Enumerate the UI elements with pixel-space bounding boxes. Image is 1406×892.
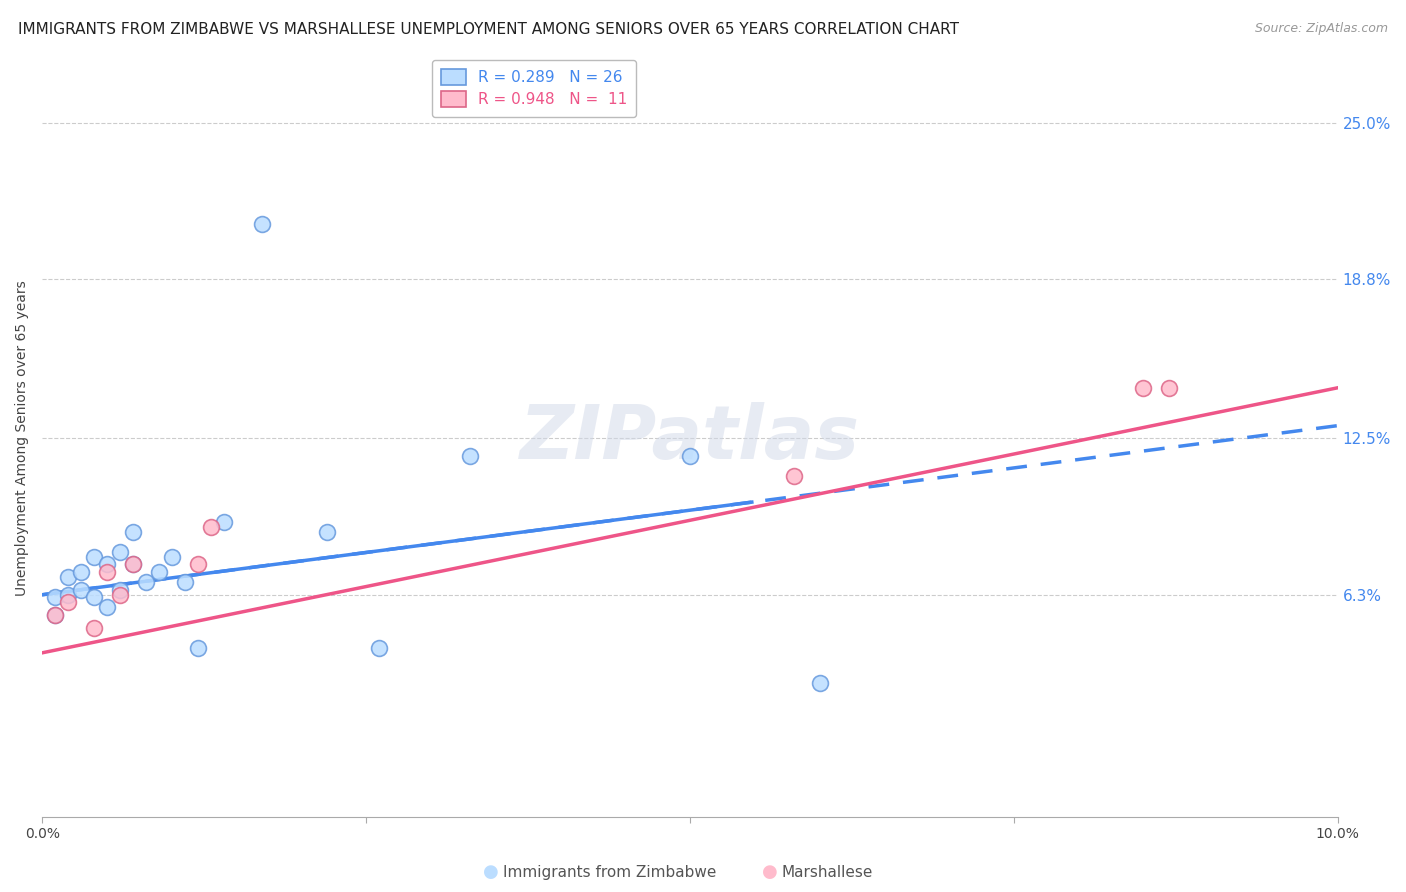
Point [44,607,66,622]
Point [108,545,131,559]
Point [679,449,702,463]
Point [458,449,481,463]
Legend: R = 0.289   N = 26, R = 0.948   N =  11: R = 0.289 N = 26, R = 0.948 N = 11 [432,60,637,117]
Text: Source: ZipAtlas.com: Source: ZipAtlas.com [1254,22,1388,36]
Point [56,595,79,609]
Point [44,591,66,605]
Point [83,549,105,564]
Point [316,524,339,539]
Text: Immigrants from Zimbabwe: Immigrants from Zimbabwe [503,865,717,880]
Point [96,565,118,579]
Point [122,524,145,539]
Point [187,558,209,572]
Point [160,549,183,564]
Point [108,582,131,597]
Point [1132,381,1154,395]
Text: Marshallese: Marshallese [782,865,873,880]
Point [187,640,209,655]
Text: ZIPatlas: ZIPatlas [520,401,860,475]
Point [122,558,145,572]
Point [782,469,804,483]
Point [83,621,105,635]
Text: IMMIGRANTS FROM ZIMBABWE VS MARSHALLESE UNEMPLOYMENT AMONG SENIORS OVER 65 YEARS: IMMIGRANTS FROM ZIMBABWE VS MARSHALLESE … [18,22,959,37]
Point [1159,381,1181,395]
Point [122,558,145,572]
Text: ●: ● [484,863,499,881]
Point [56,570,79,584]
Point [96,600,118,615]
Point [808,676,831,690]
Point [44,607,66,622]
Y-axis label: Unemployment Among Seniors over 65 years: Unemployment Among Seniors over 65 years [15,280,30,596]
Point [96,558,118,572]
Point [173,575,195,590]
Point [83,591,105,605]
Point [108,588,131,602]
Point [368,640,391,655]
Point [56,588,79,602]
Point [70,565,93,579]
Text: ●: ● [762,863,778,881]
Point [212,515,235,529]
Point [200,519,222,533]
Point [148,565,170,579]
Point [135,575,157,590]
Point [252,217,274,231]
Point [70,582,93,597]
